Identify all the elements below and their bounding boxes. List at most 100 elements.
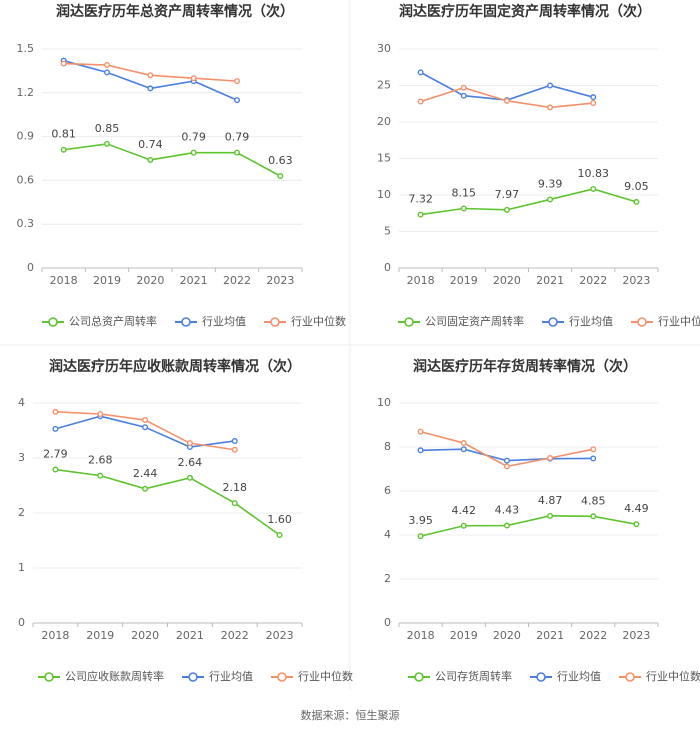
point — [417, 211, 424, 218]
y-tick-label: 30 — [377, 42, 391, 55]
point — [460, 92, 467, 99]
point — [52, 466, 59, 473]
y-tick-label: 15 — [377, 152, 391, 165]
legend-label: 行业中位数 — [658, 314, 700, 328]
data-label: 1.60 — [267, 513, 292, 526]
y-tick-label: 1.2 — [17, 86, 35, 99]
point — [231, 446, 238, 453]
data-label: 3.95 — [408, 514, 433, 527]
data-label: 0.79 — [225, 131, 250, 144]
source: 数据来源：恒生聚源 — [301, 708, 400, 722]
legend-label: 行业均值 — [569, 315, 613, 328]
point — [186, 440, 193, 447]
data-label: 2.64 — [178, 456, 203, 469]
x-tick-label: 2022 — [579, 274, 607, 287]
legend-marker — [48, 317, 58, 327]
legend-label: 行业中位数 — [291, 314, 346, 328]
x-tick-label: 2018 — [41, 629, 69, 642]
series-line — [55, 468, 281, 536]
point — [547, 455, 554, 462]
data-label: 4.85 — [581, 494, 606, 507]
x-tick-label: 2018 — [50, 274, 78, 287]
point — [633, 521, 640, 528]
x-tick-label: 2020 — [131, 629, 159, 642]
x-tick-label: 2023 — [266, 629, 294, 642]
point — [147, 85, 154, 92]
point — [52, 425, 59, 432]
x-tick-label: 2019 — [450, 629, 478, 642]
point — [417, 69, 424, 76]
series-line — [63, 59, 238, 101]
y-tick-label: 10 — [377, 396, 391, 409]
point — [590, 455, 597, 462]
y-tick-label: 0 — [384, 261, 391, 274]
data-label: 7.32 — [408, 193, 433, 206]
point — [547, 196, 554, 203]
legend-label: 行业均值 — [202, 315, 246, 328]
point — [190, 149, 197, 156]
y-tick-label: 8 — [384, 440, 391, 453]
x-tick-label: 2021 — [536, 274, 564, 287]
legend-marker — [625, 672, 635, 682]
data-label: 4.87 — [538, 494, 563, 507]
point — [103, 62, 110, 69]
point — [503, 463, 510, 470]
x-tick-label: 2023 — [622, 629, 650, 642]
data-label: 7.97 — [495, 188, 520, 201]
chart-title: 润达医疗历年总资产周转率情况（次） — [56, 3, 294, 20]
point — [60, 60, 67, 67]
x-tick-label: 2019 — [86, 629, 114, 642]
data-label: 4.43 — [495, 504, 520, 517]
legend-label: 行业中位数 — [298, 669, 353, 683]
y-tick-label: 1 — [18, 561, 25, 574]
y-tick-label: 2 — [384, 572, 391, 585]
legend-label: 行业中位数 — [646, 669, 700, 683]
point — [547, 104, 554, 111]
x-tick-label: 2019 — [93, 274, 121, 287]
point — [503, 97, 510, 104]
y-tick-label: 4 — [384, 528, 391, 541]
point — [460, 440, 467, 447]
data-label: 0.85 — [95, 122, 120, 135]
y-tick-label: 10 — [377, 188, 391, 201]
legend-marker — [270, 317, 280, 327]
data-label: 0.74 — [138, 138, 163, 151]
point — [417, 428, 424, 435]
y-tick-label: 20 — [377, 115, 391, 128]
point — [590, 100, 597, 107]
point — [503, 457, 510, 464]
legend-marker — [181, 317, 191, 327]
point — [417, 533, 424, 540]
point — [186, 474, 193, 481]
x-tick-label: 2023 — [622, 274, 650, 287]
legend-marker — [44, 672, 54, 682]
point — [460, 84, 467, 91]
chart-title: 润达医疗历年应收账款周转率情况（次） — [49, 358, 301, 375]
x-tick-label: 2022 — [223, 274, 251, 287]
legend-marker — [548, 317, 558, 327]
point — [97, 472, 104, 479]
point — [231, 437, 238, 444]
data-label: 0.63 — [268, 154, 293, 167]
point — [276, 532, 283, 539]
legend-label: 行业均值 — [209, 670, 253, 683]
y-tick-label: 2 — [18, 506, 25, 519]
point — [547, 512, 554, 519]
legend-marker — [277, 672, 287, 682]
data-label: 4.42 — [452, 504, 477, 517]
y-tick-label: 0.3 — [17, 217, 35, 230]
point — [547, 82, 554, 89]
point — [460, 205, 467, 212]
series-line — [420, 515, 637, 537]
x-tick-label: 2022 — [221, 629, 249, 642]
series-line — [63, 143, 281, 177]
y-tick-label: 4 — [18, 396, 25, 409]
y-tick-label: 5 — [384, 225, 391, 238]
x-tick-label: 2022 — [579, 629, 607, 642]
point — [97, 411, 104, 418]
point — [460, 446, 467, 453]
chart-title: 润达医疗历年固定资产周转率情况（次） — [399, 3, 651, 20]
point — [590, 94, 597, 101]
point — [52, 408, 59, 415]
